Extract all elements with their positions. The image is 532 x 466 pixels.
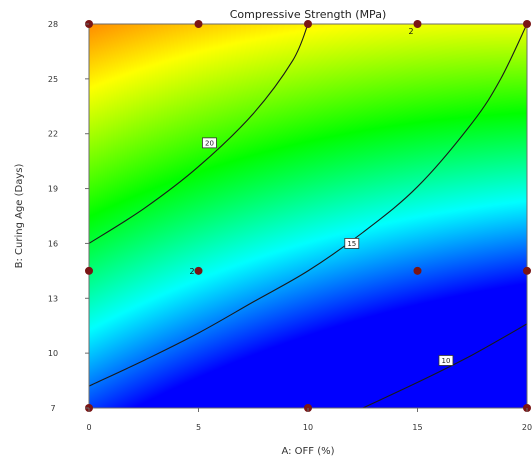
x-tick-label: 0 [86, 423, 91, 432]
contour-line-20 [89, 24, 309, 244]
contour-label-10: 10 [438, 355, 454, 366]
design-point [194, 266, 203, 275]
x-axis-title: A: OFF (%) [281, 446, 334, 457]
y-tick-label: 7 [50, 404, 55, 413]
contour-label-box [344, 238, 360, 249]
x-tick-label: 20 [522, 423, 532, 432]
contour-label-text: 10 [442, 357, 451, 365]
contour-label-box [202, 137, 217, 149]
design-point [413, 266, 422, 275]
replicate-count-label: 2 [190, 267, 195, 276]
y-tick-label: 22 [48, 130, 58, 139]
y-tick-label: 19 [48, 185, 58, 194]
y-tick-label: 25 [48, 75, 58, 84]
design-point [304, 20, 312, 28]
y-tick-label: 10 [48, 349, 58, 358]
contour-label-text: 15 [347, 240, 356, 248]
x-tick-label: 5 [196, 423, 201, 432]
y-tick-label: 13 [48, 294, 58, 303]
y-axis-title: B: Curing Age (Days) [14, 164, 25, 269]
chart-title: Compressive Strength (MPa) [230, 8, 386, 21]
design-point [523, 266, 531, 275]
contour-line-10 [362, 323, 527, 408]
contour-label-box [438, 355, 454, 366]
y-tick-label: 28 [48, 20, 58, 29]
response-surface-field [89, 24, 527, 408]
x-axis-ticks: 0 5 10 15 20 [86, 408, 532, 432]
x-tick-label: 10 [303, 423, 313, 432]
y-axis-ticks: 7 10 13 16 19 22 25 28 [48, 20, 89, 413]
design-point [413, 20, 422, 28]
design-point [523, 20, 531, 28]
design-point [194, 20, 203, 28]
design-point [85, 266, 93, 275]
contour-label-text: 20 [205, 139, 214, 147]
x-tick-label: 15 [412, 423, 422, 432]
contour-label-20: 20 [202, 137, 217, 149]
contour-label-15: 15 [344, 238, 360, 249]
contour-labels: 10 15 20 [202, 137, 454, 366]
replicate-count-label: 2 [409, 27, 414, 36]
y-tick-label: 16 [48, 239, 58, 248]
